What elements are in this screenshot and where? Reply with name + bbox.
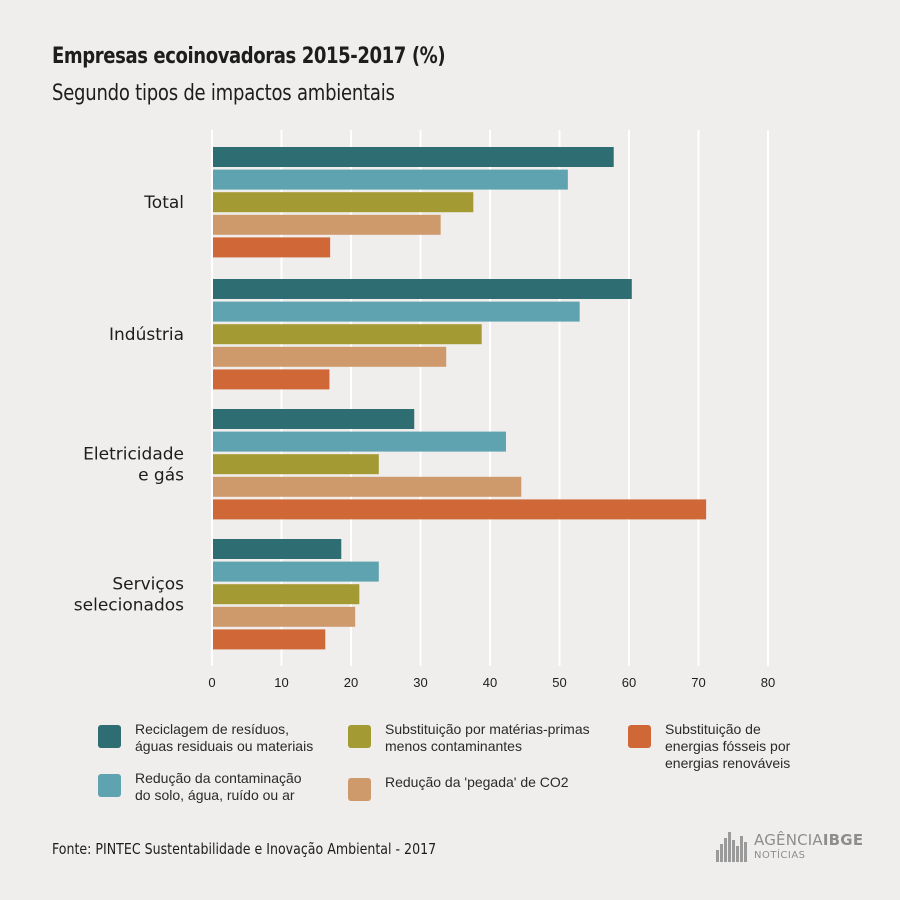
category-label: Indústria [109,325,184,345]
category-label: selecionados [74,596,184,616]
bar [212,629,326,650]
bar [212,237,331,258]
x-tick-label: 50 [552,675,566,690]
category-label: e gás [138,466,184,486]
category-label: Total [143,193,184,213]
source-note: Fonte: PINTEC Sustentabilidade e Inovaçã… [52,840,437,858]
chart-title: Empresas ecoinovadoras 2015-2017 (%) [52,44,446,69]
x-tick-label: 20 [344,675,358,690]
x-tick-label: 0 [208,675,215,690]
bar [212,346,447,367]
category-label: Eletricidade [83,445,184,465]
ibge-logo-icon [716,832,748,862]
logo-wordmark: AGÊNCIAIBGE [754,831,864,849]
category-label: Serviços [112,575,184,595]
bar [212,539,342,559]
bar [212,369,330,390]
bar [212,499,707,520]
bar [212,561,379,582]
bar [212,584,360,605]
bar [212,214,441,235]
bar [212,147,614,167]
bar [212,169,568,190]
bar [212,324,482,345]
bar [212,279,632,299]
bar [212,409,415,429]
bar [212,301,580,322]
x-tick-label: 30 [413,675,427,690]
logo-subtitle: NOTÍCIAS [754,850,806,861]
x-tick-label: 10 [274,675,288,690]
bar [212,192,474,213]
x-tick-label: 70 [691,675,705,690]
bar [212,606,356,627]
x-tick-label: 40 [483,675,497,690]
bar [212,476,522,497]
bar [212,454,379,475]
agencia-ibge-logo: AGÊNCIAIBGE NOTÍCIAS [716,832,863,862]
x-tick-label: 60 [622,675,636,690]
chart-subtitle: Segundo tipos de impactos ambientais [52,81,395,106]
x-tick-label: 80 [761,675,775,690]
bar [212,431,506,452]
